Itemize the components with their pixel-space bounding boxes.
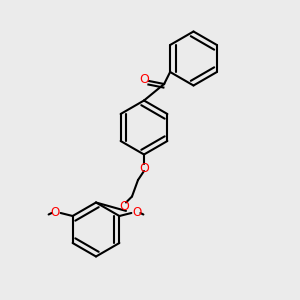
Text: O: O xyxy=(132,206,141,219)
Text: O: O xyxy=(120,200,129,214)
Text: O: O xyxy=(51,206,60,219)
Text: O: O xyxy=(140,73,150,86)
Text: O: O xyxy=(139,161,149,175)
